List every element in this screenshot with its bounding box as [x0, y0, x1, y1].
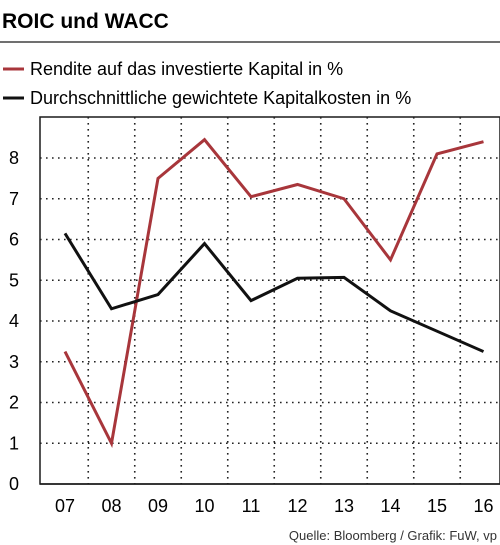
x-tick-label: 09: [148, 496, 168, 516]
y-tick-label: 1: [9, 433, 19, 453]
series-line-wacc: [63, 232, 485, 353]
x-tick-label: 13: [334, 496, 354, 516]
x-tick-label: 15: [427, 496, 447, 516]
legend: Rendite auf das investierte Kapital in %…: [3, 59, 411, 108]
x-tick-label: 08: [101, 496, 121, 516]
legend-label-roic: Rendite auf das investierte Kapital in %: [30, 59, 343, 79]
series-lines: [63, 137, 485, 448]
chart-title: ROIC und WACC: [2, 10, 169, 33]
legend-label-wacc: Durchschnittliche gewichtete Kapitalkost…: [30, 88, 411, 108]
source-note: Quelle: Bloomberg / Grafik: FuW, vp: [289, 528, 497, 543]
y-tick-label: 6: [9, 230, 19, 250]
x-tick-label: 12: [287, 496, 307, 516]
x-tick-label: 16: [473, 496, 493, 516]
grid: [40, 117, 500, 484]
x-tick-label: 07: [55, 496, 75, 516]
y-tick-label: 8: [9, 148, 19, 168]
x-tick-label: 10: [194, 496, 214, 516]
series-line-roic: [63, 137, 484, 448]
x-tick-label: 14: [380, 496, 400, 516]
y-tick-label: 5: [9, 270, 19, 290]
y-tick-label: 4: [9, 311, 19, 331]
y-tick-label: 2: [9, 393, 19, 413]
y-tick-label: 0: [9, 474, 19, 494]
x-tick-label: 11: [242, 496, 261, 516]
x-tick-labels: 07 08 09 10 11 12 13 14 15 16: [55, 496, 494, 516]
y-tick-label: 3: [9, 352, 19, 372]
plot-frame: [39, 116, 500, 485]
y-tick-label: 7: [9, 189, 19, 209]
y-tick-labels: 0 1 2 3 4 5 6 7 8: [9, 148, 19, 494]
